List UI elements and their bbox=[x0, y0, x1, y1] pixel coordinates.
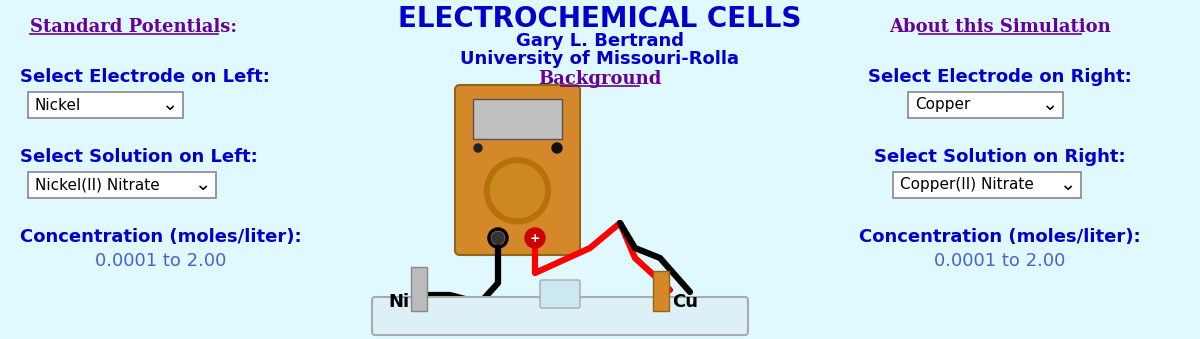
FancyBboxPatch shape bbox=[893, 172, 1081, 198]
Text: Standard Potentials:: Standard Potentials: bbox=[30, 18, 238, 36]
Text: ELECTROCHEMICAL CELLS: ELECTROCHEMICAL CELLS bbox=[398, 5, 802, 33]
Text: Select Solution on Right:: Select Solution on Right: bbox=[874, 148, 1126, 166]
Text: University of Missouri-Rolla: University of Missouri-Rolla bbox=[461, 50, 739, 68]
Text: Select Electrode on Left:: Select Electrode on Left: bbox=[20, 68, 270, 86]
Circle shape bbox=[526, 228, 545, 248]
Text: 0.0001 to 2.00: 0.0001 to 2.00 bbox=[935, 252, 1066, 270]
FancyBboxPatch shape bbox=[28, 92, 182, 118]
Text: 0.0001 to 2.00: 0.0001 to 2.00 bbox=[95, 252, 227, 270]
Text: +: + bbox=[529, 232, 540, 244]
Text: Background: Background bbox=[539, 70, 661, 88]
Text: Concentration (moles/liter):: Concentration (moles/liter): bbox=[20, 228, 301, 246]
Text: Nickel(II) Nitrate: Nickel(II) Nitrate bbox=[35, 178, 160, 193]
FancyBboxPatch shape bbox=[473, 99, 562, 139]
FancyBboxPatch shape bbox=[540, 280, 580, 308]
Circle shape bbox=[552, 143, 562, 153]
FancyBboxPatch shape bbox=[410, 267, 427, 311]
Circle shape bbox=[474, 144, 482, 152]
FancyBboxPatch shape bbox=[908, 92, 1063, 118]
Circle shape bbox=[485, 158, 551, 224]
Text: Select Electrode on Right:: Select Electrode on Right: bbox=[868, 68, 1132, 86]
FancyBboxPatch shape bbox=[28, 172, 216, 198]
Text: About this Simulation: About this Simulation bbox=[889, 18, 1111, 36]
Text: Copper: Copper bbox=[916, 98, 971, 113]
Text: ⌄: ⌄ bbox=[194, 176, 210, 195]
Text: ⌄: ⌄ bbox=[161, 96, 178, 115]
Text: Ni: Ni bbox=[388, 293, 409, 311]
Circle shape bbox=[491, 164, 545, 218]
Circle shape bbox=[492, 232, 504, 244]
Text: ⌄: ⌄ bbox=[1058, 176, 1075, 195]
Text: Select Solution on Left:: Select Solution on Left: bbox=[20, 148, 258, 166]
Text: Cu: Cu bbox=[672, 293, 698, 311]
Text: Concentration (moles/liter):: Concentration (moles/liter): bbox=[859, 228, 1141, 246]
FancyBboxPatch shape bbox=[372, 297, 748, 335]
FancyBboxPatch shape bbox=[653, 271, 670, 311]
FancyBboxPatch shape bbox=[455, 85, 580, 255]
Text: ⌄: ⌄ bbox=[1040, 96, 1057, 115]
Text: Copper(II) Nitrate: Copper(II) Nitrate bbox=[900, 178, 1034, 193]
Text: Gary L. Bertrand: Gary L. Bertrand bbox=[516, 32, 684, 50]
Text: Nickel: Nickel bbox=[35, 98, 82, 113]
